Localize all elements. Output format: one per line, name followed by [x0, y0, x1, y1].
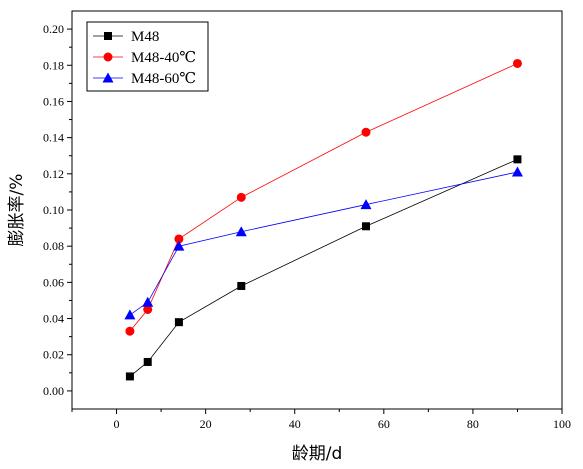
series-2 — [125, 58, 522, 336]
data-point — [361, 127, 371, 137]
data-point — [237, 281, 246, 290]
legend-marker — [103, 52, 113, 62]
y-tick-label: 0.16 — [43, 94, 64, 108]
y-tick-label: 0.10 — [43, 203, 64, 217]
y-tick-label: 0.00 — [43, 384, 64, 398]
x-tick-label: 40 — [289, 417, 301, 431]
data-point — [235, 226, 247, 237]
data-point — [174, 234, 184, 244]
legend-marker — [104, 32, 112, 40]
x-tick-label: 60 — [378, 417, 390, 431]
data-point — [125, 372, 134, 381]
data-point — [512, 58, 522, 68]
series-1 — [125, 155, 522, 381]
y-tick-label: 0.18 — [43, 58, 64, 72]
y-tick-label: 0.12 — [43, 167, 64, 181]
data-point — [513, 155, 522, 164]
x-tick-label: 0 — [114, 417, 120, 431]
y-axis: 0.00 0.02 0.04 0.06 0.08 0.10 0.12 0.14 0.16 0.18… — [43, 22, 72, 398]
y-tick-label: 0.14 — [43, 131, 64, 145]
x-tick-label: 80 — [467, 417, 479, 431]
x-axis-title: 龄期/d — [292, 444, 343, 464]
data-point — [142, 296, 154, 307]
legend-label: M48 — [131, 29, 159, 45]
legend-label: M48-60℃ — [131, 71, 196, 87]
y-tick-label: 0.06 — [43, 275, 64, 289]
y-tick-label: 0.04 — [43, 312, 64, 326]
series-line — [129, 171, 518, 316]
series-3 — [124, 166, 523, 320]
data-point — [173, 240, 185, 251]
legend-label: M48-40℃ — [131, 50, 196, 66]
data-point — [143, 305, 153, 314]
x-tick-label: 100 — [553, 417, 571, 431]
legend-marker — [102, 72, 114, 83]
data-point — [236, 192, 246, 202]
series-line — [129, 63, 518, 332]
x-tick-label: 20 — [200, 417, 212, 431]
y-axis-title: 膨胀率/% — [7, 174, 27, 247]
data-point — [360, 199, 372, 210]
legend: M48 M48-40℃ M48-60℃ — [86, 21, 209, 92]
data-point — [125, 326, 135, 336]
y-tick-label: 0.08 — [43, 239, 64, 253]
data-point — [143, 357, 152, 366]
series-layer — [124, 58, 523, 381]
series-line — [129, 158, 518, 377]
data-point — [511, 166, 523, 177]
x-axis: 0 20 40 60 80 100 — [71, 409, 571, 431]
data-point — [174, 318, 183, 327]
data-point — [362, 222, 370, 231]
y-tick-label: 0.20 — [43, 22, 64, 36]
data-point — [124, 309, 136, 320]
y-tick-label: 0.02 — [43, 348, 64, 362]
